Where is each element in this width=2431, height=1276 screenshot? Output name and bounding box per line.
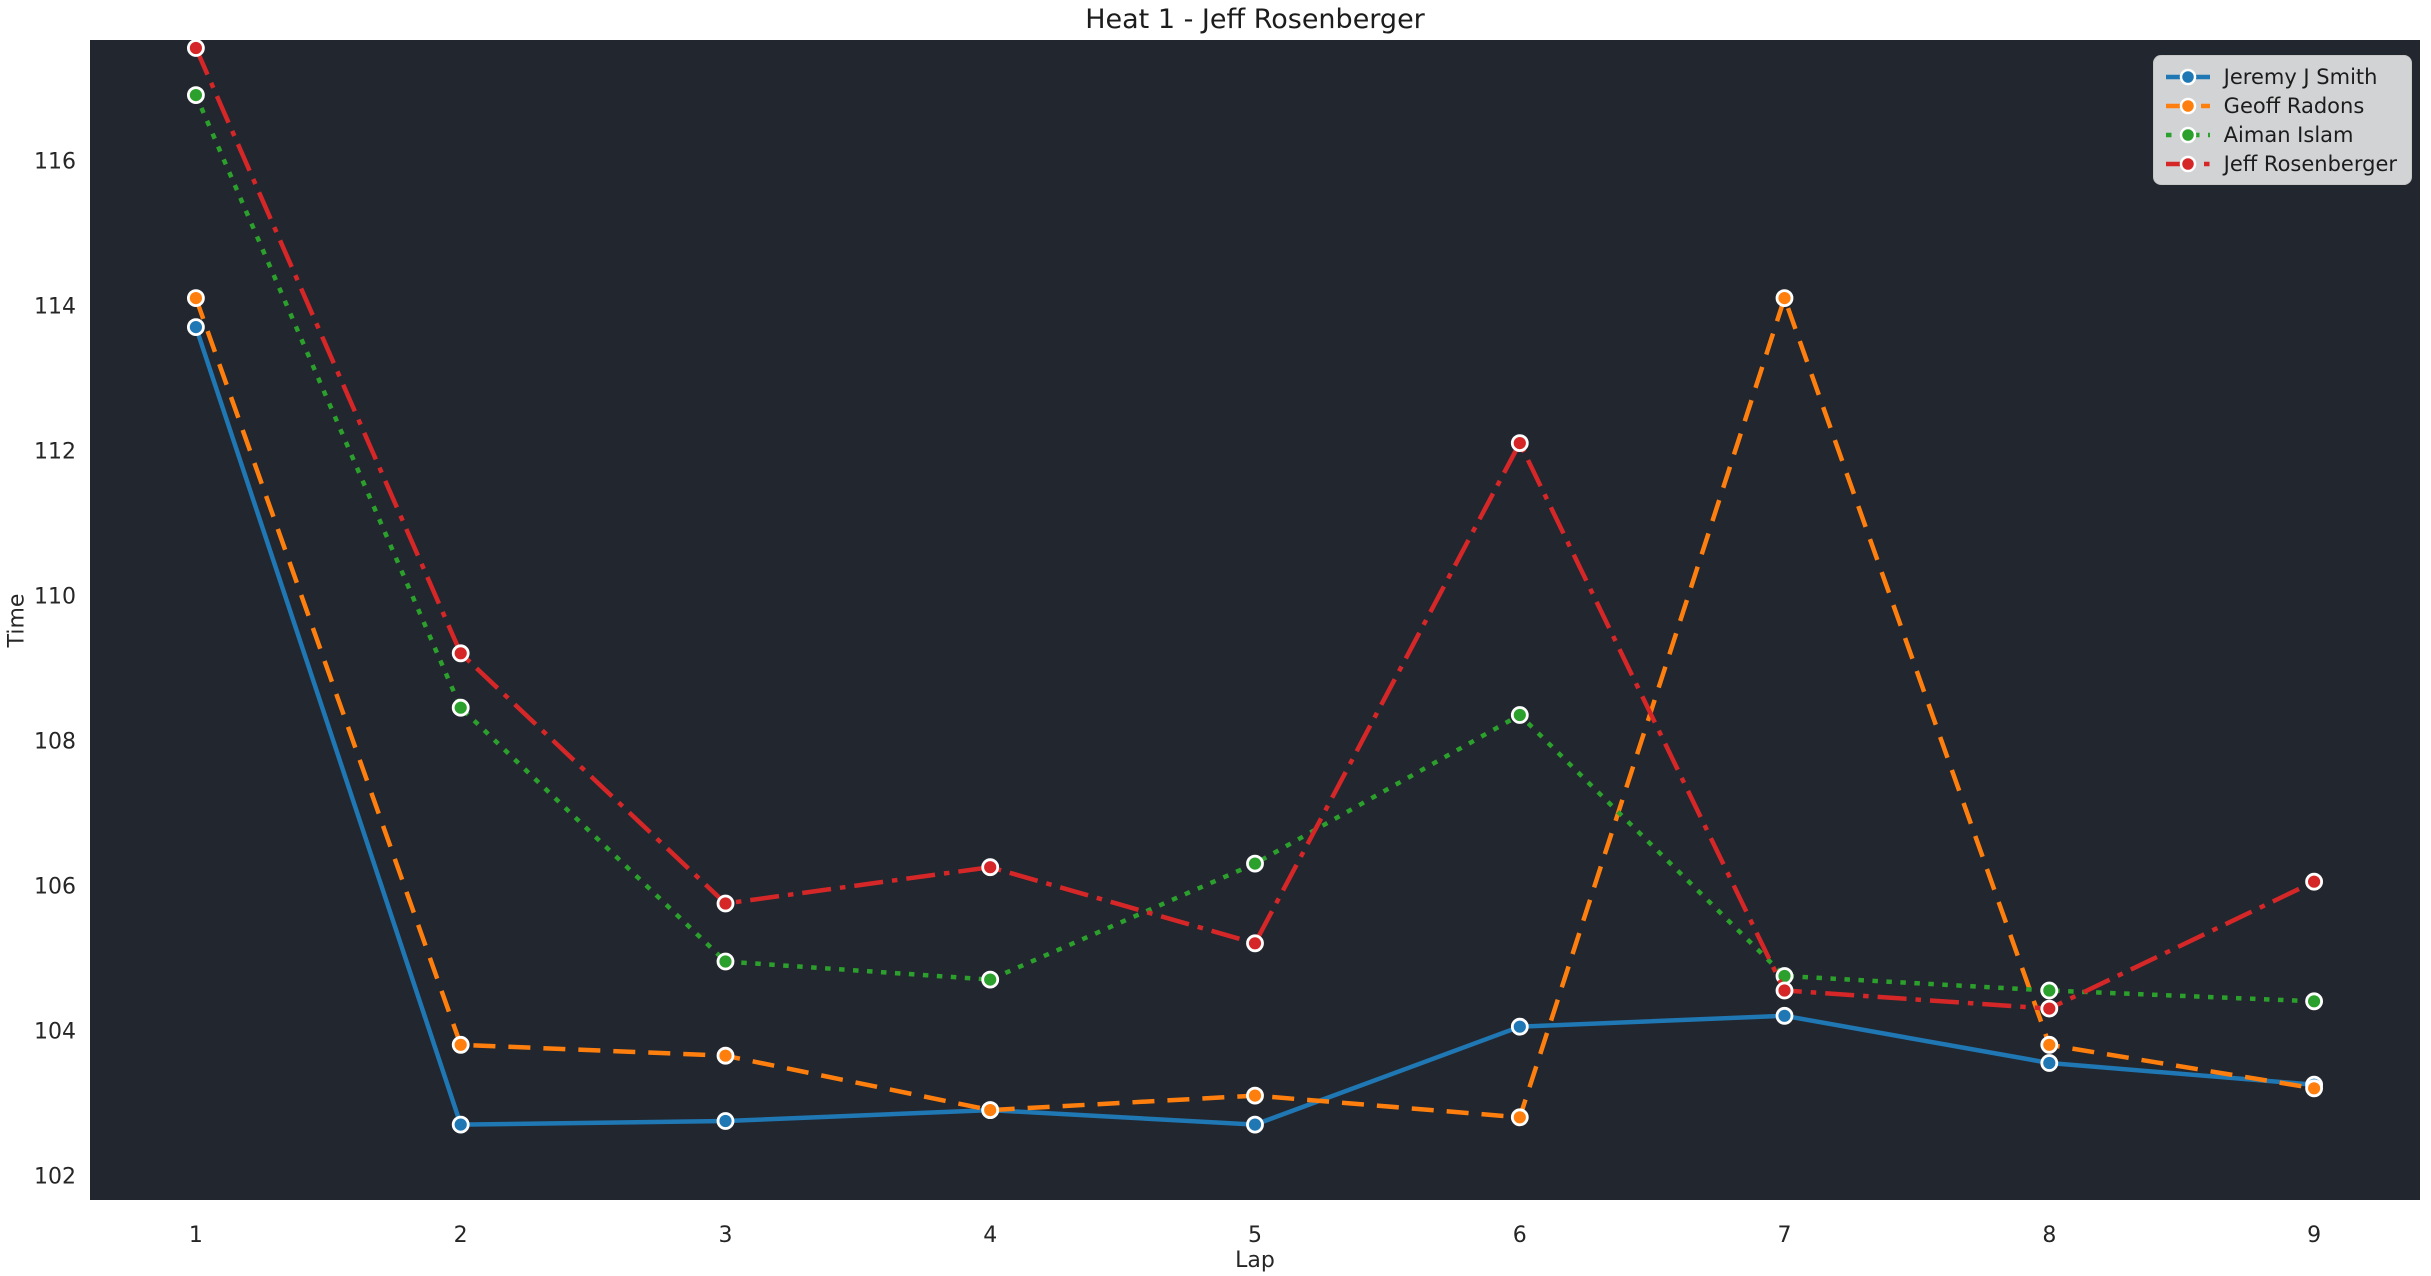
data-point-jeremy-j-smith [1246, 1115, 1264, 1134]
legend-marker-icon [2165, 68, 2210, 85]
data-point-jeff-rosenberger [1246, 934, 1264, 953]
x-tick-label: 7 [1778, 1223, 1792, 1248]
y-tick-label: 116 [34, 149, 76, 174]
legend-item-label: Aiman Islam [2223, 122, 2354, 147]
legend-marker-icon [2165, 155, 2210, 172]
data-point-jeremy-j-smith [2040, 1054, 2059, 1072]
data-point-aiman-islam [2305, 992, 2324, 1011]
y-tick-label: 110 [34, 584, 76, 609]
data-point-jeff-rosenberger [451, 644, 470, 663]
x-tick-label: 4 [983, 1223, 997, 1248]
series-line-aiman-islam [193, 94, 2315, 1004]
legend-item-label: Geoff Radons [2223, 93, 2365, 118]
series-aiman-islam [186, 86, 2324, 1011]
y-tick-label: 104 [34, 1019, 76, 1044]
data-point-jeremy-j-smith [186, 318, 205, 337]
axes-background [90, 40, 2420, 1200]
x-tick-label: 9 [2307, 1223, 2321, 1248]
data-point-jeremy-j-smith [716, 1112, 735, 1130]
data-point-aiman-islam [716, 952, 735, 971]
data-point-aiman-islam [1510, 706, 1529, 724]
y-tick-label: 106 [34, 874, 76, 899]
data-point-geoff-radons [1775, 289, 1794, 308]
legend-item-jeremy-j-smith: Jeremy J Smith [2164, 63, 2397, 90]
data-point-jeff-rosenberger [2305, 872, 2324, 891]
data-point-aiman-islam [981, 970, 1000, 989]
data-point-aiman-islam [186, 86, 205, 104]
legend-item-label: Jeff Rosenberger [2223, 151, 2397, 176]
data-point-jeff-rosenberger [981, 858, 1000, 877]
legend-item-geoff-radons: Geoff Radons [2164, 92, 2397, 119]
data-point-aiman-islam [1246, 854, 1264, 873]
series-geoff-radons [186, 289, 2324, 1127]
data-point-geoff-radons [716, 1046, 735, 1065]
y-tick-label: 114 [34, 294, 76, 319]
data-point-jeff-rosenberger [187, 40, 205, 57]
data-point-jeremy-j-smith [1510, 1017, 1529, 1036]
chart-title: Heat 1 - Jeff Rosenberger [1085, 4, 1425, 35]
x-tick-label: 3 [718, 1223, 732, 1248]
x-tick-label: 2 [454, 1223, 468, 1248]
y-tick-label: 108 [34, 729, 76, 754]
data-point-jeremy-j-smith [1775, 1006, 1794, 1025]
legend-marker-icon [2165, 126, 2210, 143]
data-point-jeff-rosenberger [716, 894, 735, 913]
data-point-geoff-radons [2305, 1079, 2324, 1098]
x-tick-label: 8 [2042, 1223, 2056, 1248]
data-point-aiman-islam [451, 698, 470, 717]
legend: Jeremy J Smith Geoff Radons Aiman Islam Jef… [2152, 55, 2412, 185]
data-point-aiman-islam [2040, 981, 2059, 1000]
data-point-geoff-radons [1246, 1086, 1264, 1105]
data-point-geoff-radons [186, 289, 205, 308]
x-tick-label: 6 [1513, 1223, 1527, 1248]
series-jeff-rosenberger [187, 40, 2324, 1018]
legend-item-label: Jeremy J Smith [2223, 64, 2378, 89]
legend-item-jeff-rosenberger: Jeff Rosenberger [2164, 150, 2397, 177]
legend-item-aiman-islam: Aiman Islam [2164, 121, 2397, 148]
data-point-jeremy-j-smith [451, 1115, 470, 1134]
data-point-geoff-radons [2040, 1035, 2059, 1054]
data-point-jeff-rosenberger [2040, 999, 2059, 1018]
x-axis-label: Lap [1235, 1248, 1275, 1273]
y-axis-label: Time [4, 593, 30, 648]
data-point-geoff-radons [981, 1101, 1000, 1119]
x-tick-label: 5 [1248, 1223, 1262, 1248]
data-point-jeff-rosenberger [1510, 434, 1529, 453]
data-point-geoff-radons [451, 1035, 470, 1054]
x-tick-label: 1 [189, 1223, 203, 1248]
y-tick-label: 112 [34, 439, 76, 464]
legend-marker-icon [2165, 97, 2210, 114]
y-tick-label: 102 [34, 1164, 76, 1189]
data-point-geoff-radons [1510, 1108, 1529, 1127]
data-point-jeff-rosenberger [1775, 981, 1794, 1000]
